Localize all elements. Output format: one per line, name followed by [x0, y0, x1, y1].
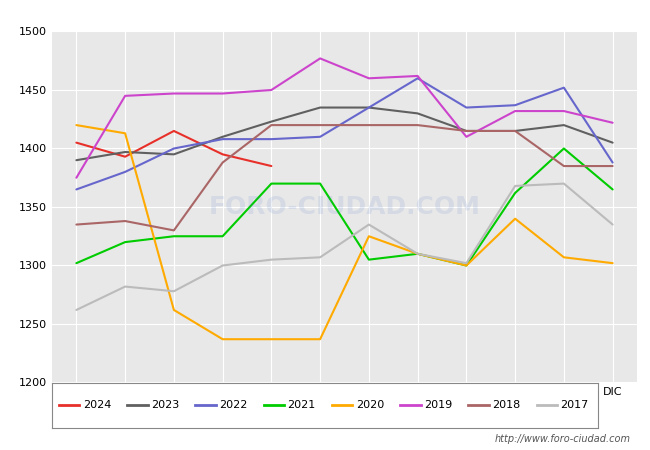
Text: 2023: 2023 [151, 400, 179, 410]
Text: 2019: 2019 [424, 400, 452, 410]
Text: 2018: 2018 [492, 400, 521, 410]
Text: 2021: 2021 [287, 400, 316, 410]
Text: http://www.foro-ciudad.com: http://www.foro-ciudad.com [495, 434, 630, 444]
Text: 2022: 2022 [219, 400, 248, 410]
Text: Afiliados en Monesterio a 31/5/2024: Afiliados en Monesterio a 31/5/2024 [176, 7, 474, 25]
Text: 2017: 2017 [560, 400, 589, 410]
Text: 2024: 2024 [83, 400, 111, 410]
Text: FORO-CIUDAD.COM: FORO-CIUDAD.COM [209, 195, 480, 219]
Text: 2020: 2020 [356, 400, 384, 410]
